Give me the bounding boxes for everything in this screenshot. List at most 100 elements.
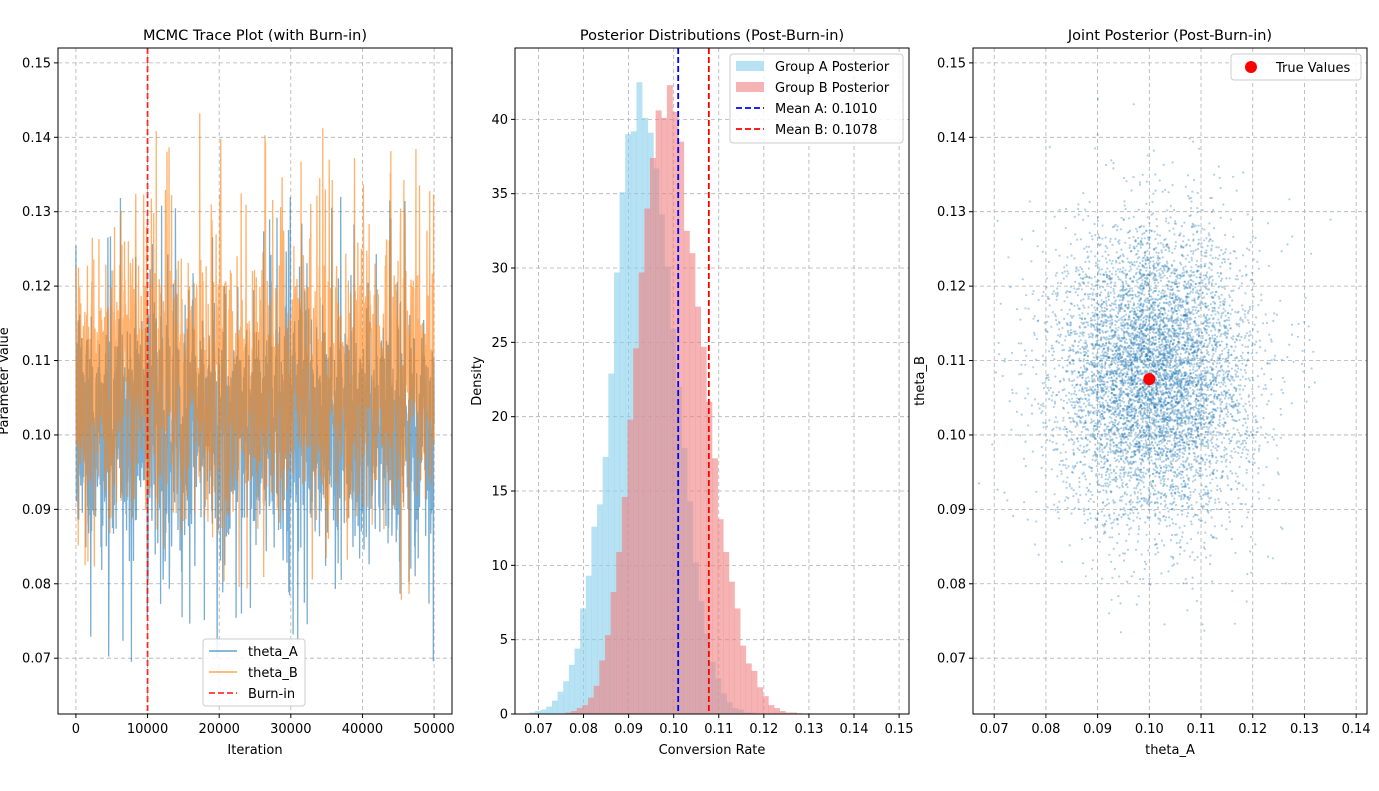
posterior-sample-point bbox=[1101, 306, 1104, 309]
posterior-sample-point bbox=[1146, 339, 1149, 342]
posterior-sample-point bbox=[1077, 371, 1080, 374]
posterior-sample-point bbox=[1245, 332, 1248, 335]
posterior-sample-point bbox=[1242, 254, 1245, 257]
posterior-sample-point bbox=[1148, 287, 1152, 290]
posterior-sample-point bbox=[1107, 357, 1110, 360]
posterior-sample-point bbox=[1147, 290, 1151, 293]
posterior-sample-point bbox=[1146, 515, 1149, 518]
group-a-histogram-bar bbox=[574, 648, 581, 714]
posterior-sample-point bbox=[1136, 242, 1140, 245]
posterior-sample-point bbox=[1099, 386, 1103, 389]
posterior-sample-point bbox=[1246, 359, 1249, 362]
posterior-sample-point bbox=[1146, 258, 1149, 261]
posterior-sample-point bbox=[1053, 402, 1057, 405]
posterior-sample-point bbox=[1183, 221, 1186, 224]
posterior-sample-point bbox=[1115, 426, 1119, 430]
posterior-sample-point bbox=[1153, 279, 1156, 282]
posterior-sample-point bbox=[1204, 531, 1207, 534]
posterior-sample-point bbox=[1194, 373, 1197, 377]
posterior-sample-point bbox=[1158, 327, 1161, 330]
posterior-sample-point bbox=[1143, 280, 1146, 283]
posterior-sample-point bbox=[1108, 295, 1111, 298]
posterior-sample-point bbox=[1188, 197, 1191, 200]
posterior-sample-point bbox=[1129, 340, 1132, 343]
posterior-sample-point bbox=[1153, 502, 1157, 505]
posterior-sample-point bbox=[1170, 318, 1173, 321]
posterior-sample-point bbox=[1176, 324, 1179, 327]
posterior-sample-point bbox=[1201, 442, 1205, 445]
posterior-sample-point bbox=[1253, 397, 1256, 400]
posterior-sample-point bbox=[1121, 373, 1124, 376]
posterior-sample-point bbox=[1078, 314, 1081, 317]
posterior-sample-point bbox=[1084, 436, 1087, 439]
posterior-sample-point bbox=[1144, 360, 1147, 363]
posterior-sample-point bbox=[1086, 312, 1090, 315]
posterior-sample-point bbox=[1140, 476, 1143, 479]
posterior-sample-point bbox=[1206, 510, 1209, 513]
posterior-sample-point bbox=[1087, 245, 1091, 248]
posterior-sample-point bbox=[1135, 306, 1138, 309]
posterior-sample-point bbox=[1162, 480, 1165, 483]
posterior-sample-point bbox=[1248, 404, 1251, 407]
group-a-histogram-bar bbox=[568, 664, 575, 714]
posterior-sample-point bbox=[1212, 413, 1216, 416]
posterior-sample-point bbox=[1123, 409, 1126, 412]
posterior-sample-point bbox=[1152, 462, 1155, 465]
posterior-sample-point bbox=[1073, 390, 1076, 393]
posterior-sample-point bbox=[1115, 436, 1118, 439]
posterior-sample-point bbox=[1237, 359, 1240, 362]
posterior-sample-point bbox=[1172, 396, 1175, 399]
posterior-sample-point bbox=[1082, 364, 1086, 367]
posterior-sample-point bbox=[1185, 459, 1188, 462]
posterior-sample-point bbox=[1069, 285, 1072, 288]
posterior-sample-point bbox=[1219, 279, 1223, 282]
posterior-sample-point bbox=[1168, 524, 1171, 527]
posterior-sample-point bbox=[1132, 474, 1135, 477]
posterior-sample-point bbox=[1201, 346, 1204, 349]
posterior-sample-point bbox=[1162, 515, 1165, 518]
posterior-sample-point bbox=[1192, 515, 1195, 518]
hist-xtick-label: 0.09 bbox=[614, 722, 643, 737]
posterior-sample-point bbox=[1167, 319, 1170, 322]
posterior-sample-point bbox=[1211, 310, 1214, 313]
posterior-sample-point bbox=[1183, 314, 1186, 317]
legend-label-theta-a: theta_A bbox=[248, 645, 298, 660]
posterior-sample-point bbox=[1168, 301, 1171, 304]
posterior-sample-point bbox=[1251, 433, 1254, 436]
posterior-sample-point bbox=[1127, 364, 1130, 367]
posterior-sample-point bbox=[1240, 397, 1243, 400]
posterior-sample-point bbox=[1077, 340, 1080, 344]
posterior-sample-point bbox=[1152, 277, 1155, 280]
posterior-sample-point bbox=[1127, 420, 1130, 423]
posterior-sample-point bbox=[1171, 346, 1174, 349]
posterior-sample-point bbox=[1158, 360, 1161, 363]
posterior-sample-point bbox=[1154, 318, 1157, 321]
posterior-sample-point bbox=[1190, 274, 1193, 277]
posterior-sample-point bbox=[1159, 409, 1162, 412]
posterior-sample-point bbox=[1146, 408, 1149, 411]
posterior-sample-point bbox=[1164, 382, 1167, 385]
posterior-sample-point bbox=[1223, 422, 1226, 425]
posterior-sample-point bbox=[1062, 463, 1065, 467]
posterior-sample-point bbox=[1112, 423, 1115, 426]
posterior-sample-point bbox=[1235, 405, 1238, 408]
posterior-sample-point bbox=[1163, 438, 1167, 442]
posterior-sample-point bbox=[1197, 347, 1200, 350]
posterior-sample-point bbox=[1109, 399, 1112, 402]
posterior-sample-point bbox=[1161, 190, 1164, 193]
posterior-sample-point bbox=[1280, 388, 1283, 391]
posterior-sample-point bbox=[1116, 430, 1120, 433]
posterior-sample-point bbox=[1187, 307, 1190, 310]
posterior-sample-point bbox=[1211, 421, 1215, 424]
posterior-sample-point bbox=[1203, 264, 1206, 267]
posterior-sample-point bbox=[1111, 526, 1114, 530]
posterior-sample-point bbox=[1187, 326, 1190, 329]
posterior-sample-point bbox=[1109, 373, 1112, 376]
posterior-sample-point bbox=[1104, 474, 1107, 477]
posterior-sample-point bbox=[1174, 523, 1177, 526]
posterior-sample-point bbox=[1205, 458, 1208, 461]
posterior-sample-point bbox=[1104, 244, 1107, 248]
posterior-sample-point bbox=[1200, 359, 1203, 362]
posterior-sample-point bbox=[1187, 403, 1190, 406]
posterior-sample-point bbox=[1174, 488, 1177, 491]
